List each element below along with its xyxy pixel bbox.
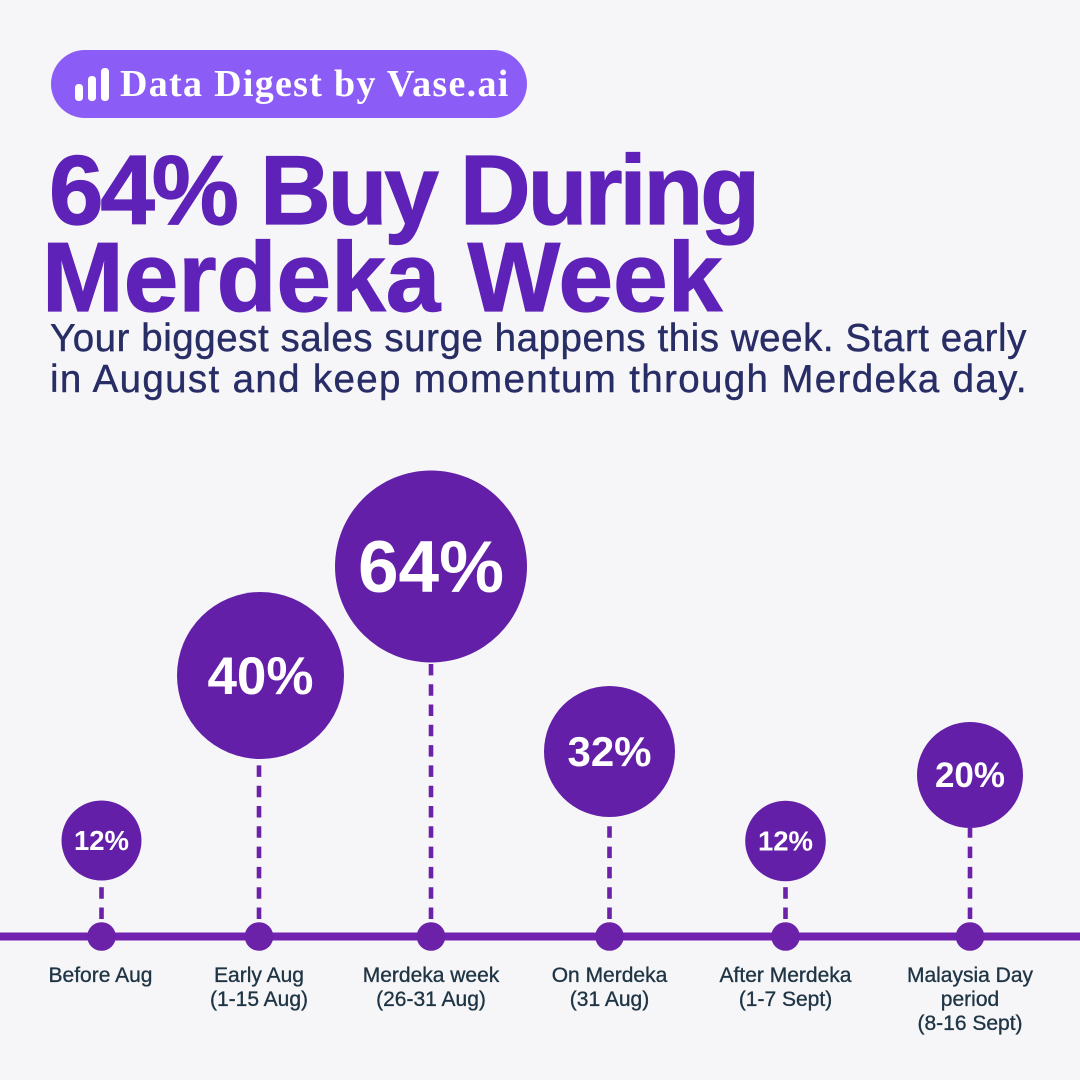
svg-text:20%: 20%	[935, 756, 1005, 795]
svg-text:12%: 12%	[758, 826, 813, 857]
svg-text:(1-7 Sept): (1-7 Sept)	[739, 988, 832, 1011]
svg-text:64%: 64%	[358, 527, 504, 608]
svg-text:On Merdeka: On Merdeka	[552, 964, 668, 987]
svg-text:Malaysia Day: Malaysia Day	[907, 964, 1034, 987]
svg-text:period: period	[941, 988, 999, 1011]
svg-text:After Merdeka: After Merdeka	[720, 964, 852, 987]
svg-text:Before Aug: Before Aug	[49, 964, 153, 987]
svg-text:(8-16 Sept): (8-16 Sept)	[917, 1012, 1022, 1035]
svg-text:Early Aug: Early Aug	[214, 964, 304, 987]
svg-text:Merdeka week: Merdeka week	[363, 964, 500, 987]
svg-text:(1-15 Aug): (1-15 Aug)	[210, 988, 308, 1011]
svg-text:(31 Aug): (31 Aug)	[570, 988, 649, 1011]
svg-text:(26-31 Aug): (26-31 Aug)	[376, 988, 486, 1011]
svg-text:32%: 32%	[567, 728, 651, 775]
svg-text:12%: 12%	[74, 825, 129, 856]
svg-text:40%: 40%	[207, 647, 313, 706]
